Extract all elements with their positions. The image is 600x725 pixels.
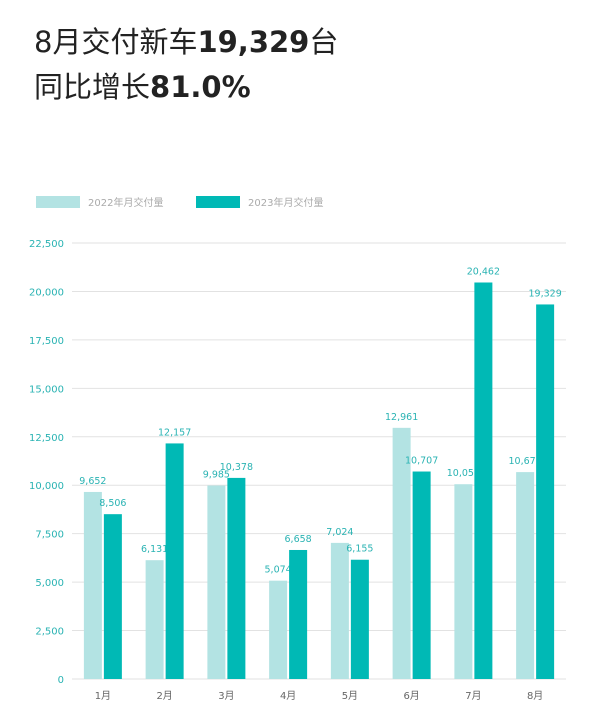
bar [412, 471, 431, 679]
value-label: 9,652 [79, 476, 106, 487]
x-tick-label: 3月 [218, 690, 234, 702]
value-label: 12,961 [385, 412, 418, 423]
subheadline-text: 同比增长 [34, 70, 150, 104]
value-label: 10,052 [447, 468, 480, 479]
x-tick-label: 7月 [465, 690, 481, 702]
y-tick-label: 17,500 [29, 336, 64, 347]
bar [330, 542, 349, 679]
x-tick-label: 4月 [280, 690, 296, 702]
bar [454, 484, 473, 679]
value-label: 6,131 [141, 544, 168, 555]
value-label: 6,155 [346, 544, 373, 555]
value-label: 12,157 [158, 427, 191, 438]
value-label: 7,024 [326, 527, 353, 538]
y-tick-label: 0 [58, 675, 64, 686]
y-tick-label: 7,500 [35, 530, 64, 541]
headline-text: 台 [309, 25, 338, 59]
value-label: 9,985 [203, 470, 230, 481]
bar [516, 472, 535, 679]
value-label: 10,677 [509, 456, 542, 467]
bar [474, 282, 493, 679]
bar [536, 304, 555, 679]
y-tick-label: 20,000 [29, 287, 64, 298]
x-tick-label: 8月 [527, 690, 543, 702]
value-label: 19,329 [529, 288, 562, 299]
y-tick-label: 5,000 [35, 578, 64, 589]
value-label: 6,658 [285, 534, 312, 545]
legend-swatch [36, 196, 80, 208]
headline-number: 19,329 [197, 25, 309, 59]
y-tick-label: 10,000 [29, 481, 64, 492]
x-tick-label: 6月 [403, 690, 419, 702]
value-label: 5,074 [265, 565, 292, 576]
bar [289, 549, 308, 679]
y-tick-label: 12,500 [29, 433, 64, 444]
bar [227, 477, 246, 679]
subheadline: 同比增长81.0% [34, 70, 251, 104]
bar [103, 514, 122, 679]
headline-text: 8月交付新车 [34, 25, 197, 59]
x-tick-label: 5月 [342, 690, 358, 702]
bar [145, 560, 164, 679]
bar [350, 559, 369, 679]
bar [207, 485, 226, 679]
value-label: 10,378 [220, 462, 253, 473]
x-tick-label: 1月 [95, 690, 111, 702]
y-tick-label: 2,500 [35, 627, 64, 638]
value-label: 20,462 [467, 266, 500, 277]
legend-swatch [196, 196, 240, 208]
value-label: 10,707 [405, 456, 438, 467]
headline: 8月交付新车19,329台 [34, 25, 338, 59]
legend-label: 2022年月交付量 [88, 196, 163, 209]
x-tick-label: 2月 [156, 690, 172, 702]
bar [392, 427, 411, 679]
bar [269, 580, 288, 679]
y-tick-label: 22,500 [29, 239, 64, 250]
legend-label: 2023年月交付量 [248, 196, 323, 209]
subheadline-number: 81.0% [150, 70, 251, 104]
value-label: 8,506 [99, 498, 126, 509]
bar [83, 491, 102, 679]
bar [165, 443, 184, 679]
y-tick-label: 15,000 [29, 384, 64, 395]
